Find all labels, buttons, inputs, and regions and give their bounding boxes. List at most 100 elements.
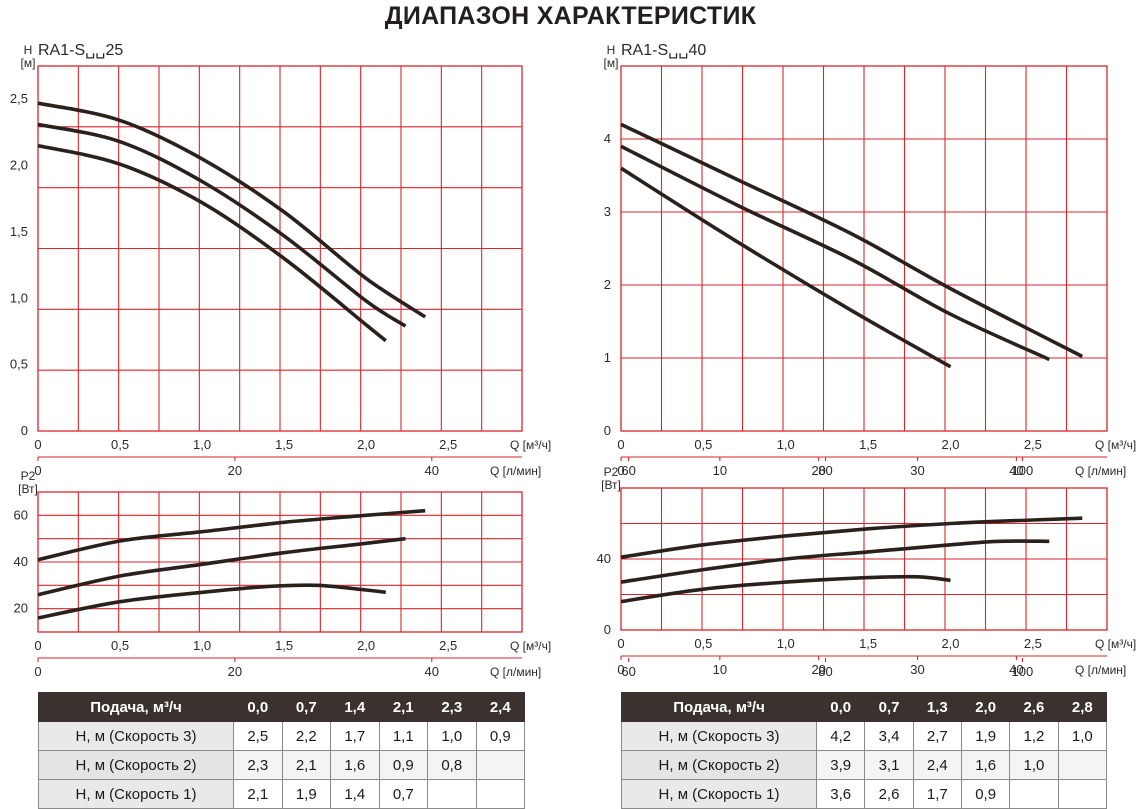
x-axis-label: Q [м³/ч] — [510, 438, 551, 452]
table-row-label: Н, м (Скорость 3) — [38, 721, 234, 751]
x-tick-label: 2,5 — [439, 437, 457, 452]
secondary-x-axis-label: Q [л/мин] — [1075, 663, 1126, 677]
table-cell: 0,9 — [960, 779, 1011, 809]
table-cell: 0,9 — [475, 721, 525, 751]
table-row-label: Н, м (Скорость 1) — [621, 779, 817, 809]
y-tick-label: 1 — [604, 350, 611, 365]
x-tick-label: 1,5 — [275, 638, 293, 653]
table-cell — [475, 779, 525, 809]
secondary-x-tick-label: 80 — [818, 664, 832, 679]
secondary-x-tick-label: 40 — [425, 463, 439, 478]
table-row-label: Н, м (Скорость 1) — [38, 779, 234, 809]
series-curve — [37, 122, 407, 328]
table-cell: 1,6 — [960, 750, 1011, 780]
secondary-x-tick-label: 10 — [713, 662, 727, 677]
table-row-label: Н, м (Скорость 2) — [621, 750, 817, 780]
table-row-label: Н, м (Скорость 2) — [38, 750, 234, 780]
y-axis-label: H — [24, 43, 33, 57]
table-cell: 1,0 — [1057, 721, 1108, 751]
secondary-x-axis-label: Q [л/мин] — [490, 464, 541, 478]
table-cell: 2,1 — [281, 750, 331, 780]
secondary-x-tick-label: 20 — [811, 463, 825, 478]
secondary-x-tick-label: 60 — [621, 463, 635, 478]
x-tick-label: 1,0 — [193, 437, 211, 452]
table-row: Н, м (Скорость 1) 3,6 2,6 1,7 0,9 — [621, 779, 1108, 809]
series-curve — [620, 539, 1050, 584]
table-cell: 2,3 — [233, 750, 283, 780]
y-tick-label: 2,5 — [10, 91, 28, 106]
performance-table-right: Подача, м³/ч 0,0 0,7 1,3 2,0 2,6 2,8 Н, … — [621, 692, 1108, 809]
table-header-cell: 2,0 — [960, 692, 1011, 722]
table-cell: 0,9 — [378, 750, 428, 780]
table-cell: 2,5 — [233, 721, 283, 751]
secondary-x-tick-label: 20 — [228, 463, 242, 478]
y-tick-label: 0,5 — [10, 357, 28, 372]
secondary-x-tick-label: 0 — [617, 463, 624, 478]
table-row: Н, м (Скорость 3) 2,5 2,2 1,7 1,1 1,0 0,… — [38, 721, 525, 751]
table-cell: 3,1 — [864, 750, 914, 780]
table-cell: 3,4 — [864, 721, 914, 751]
x-tick-label: 0,5 — [111, 638, 129, 653]
table-header-cell: 2,3 — [427, 692, 477, 722]
x-axis-label: Q [м³/ч] — [510, 639, 551, 653]
table-cell: 0,7 — [378, 779, 428, 809]
series-curve — [37, 508, 426, 562]
table-header-cell: 0,7 — [864, 692, 914, 722]
y-axis-unit: [Вт] — [601, 478, 621, 492]
x-axis-label: Q [м³/ч] — [1095, 438, 1136, 452]
table-cell — [475, 750, 525, 780]
table-cell: 1,9 — [960, 721, 1011, 751]
x-tick-label: 0 — [617, 636, 624, 651]
table-cell: 2,1 — [233, 779, 283, 809]
table-row-label: Н, м (Скорость 3) — [621, 721, 817, 751]
table-cell: 2,4 — [912, 750, 962, 780]
x-tick-label: 1,0 — [777, 437, 795, 452]
x-tick-label: 0,5 — [111, 437, 129, 452]
table-header-cell: 2,8 — [1057, 692, 1108, 722]
x-tick-label: 2,5 — [439, 638, 457, 653]
y-tick-label: 1,0 — [10, 290, 28, 305]
table-cell: 2,7 — [912, 721, 962, 751]
x-tick-label: 0 — [34, 437, 41, 452]
x-tick-label: 2,0 — [357, 437, 375, 452]
secondary-x-tick-label: 30 — [910, 662, 924, 677]
table-cell: 0,8 — [427, 750, 477, 780]
secondary-x-axis-label: Q [л/мин] — [490, 665, 541, 679]
performance-table-left: Подача, м³/ч 0,0 0,7 1,4 2,1 2,3 2,4 Н, … — [38, 692, 525, 809]
secondary-x-tick-label: 0 — [34, 664, 41, 679]
table-row: Н, м (Скорость 3) 4,2 3,4 2,7 1,9 1,2 1,… — [621, 721, 1108, 751]
table-header-cell: Подача, м³/ч — [621, 692, 817, 722]
x-tick-label: 0,5 — [694, 437, 712, 452]
table-cell: 2,2 — [281, 721, 331, 751]
x-tick-label: 1,0 — [193, 638, 211, 653]
y-axis-unit: [м] — [604, 56, 619, 70]
table-cell — [1009, 779, 1059, 809]
x-tick-label: 2,5 — [1024, 636, 1042, 651]
table-cell: 1,1 — [378, 721, 428, 751]
page-title: ДИАПАЗОН ХАРАКТЕРИСТИК — [384, 2, 757, 30]
y-axis-label: H — [607, 43, 616, 57]
y-axis-label: P2 — [604, 465, 619, 479]
x-tick-label: 0 — [34, 638, 41, 653]
chart-title: RA1-S␣␣25 — [38, 42, 123, 59]
table-cell: 2,6 — [864, 779, 914, 809]
x-tick-label: 1,5 — [275, 437, 293, 452]
x-tick-label: 1,0 — [777, 636, 795, 651]
secondary-x-axis-label: Q [л/мин] — [1075, 464, 1126, 478]
series-curve — [37, 143, 387, 343]
table-header-cell: 2,4 — [475, 692, 525, 722]
table-header-cell: 0,0 — [815, 692, 866, 722]
table-cell: 1,7 — [330, 721, 380, 751]
table-header-cell: 0,7 — [281, 692, 331, 722]
table-row: Н, м (Скорость 1) 2,1 1,9 1,4 0,7 — [38, 779, 525, 809]
chart-title: RA1-S␣␣40 — [621, 42, 706, 59]
table-cell: 1,7 — [912, 779, 962, 809]
table-cell — [1057, 779, 1108, 809]
secondary-x-tick-label: 20 — [228, 664, 242, 679]
y-tick-label: 4 — [604, 131, 611, 146]
table-cell: 3,6 — [815, 779, 866, 809]
x-tick-label: 2,0 — [357, 638, 375, 653]
series-curve — [37, 101, 427, 319]
y-tick-label: 60 — [14, 507, 28, 522]
y-axis-label: P2 — [21, 469, 36, 483]
